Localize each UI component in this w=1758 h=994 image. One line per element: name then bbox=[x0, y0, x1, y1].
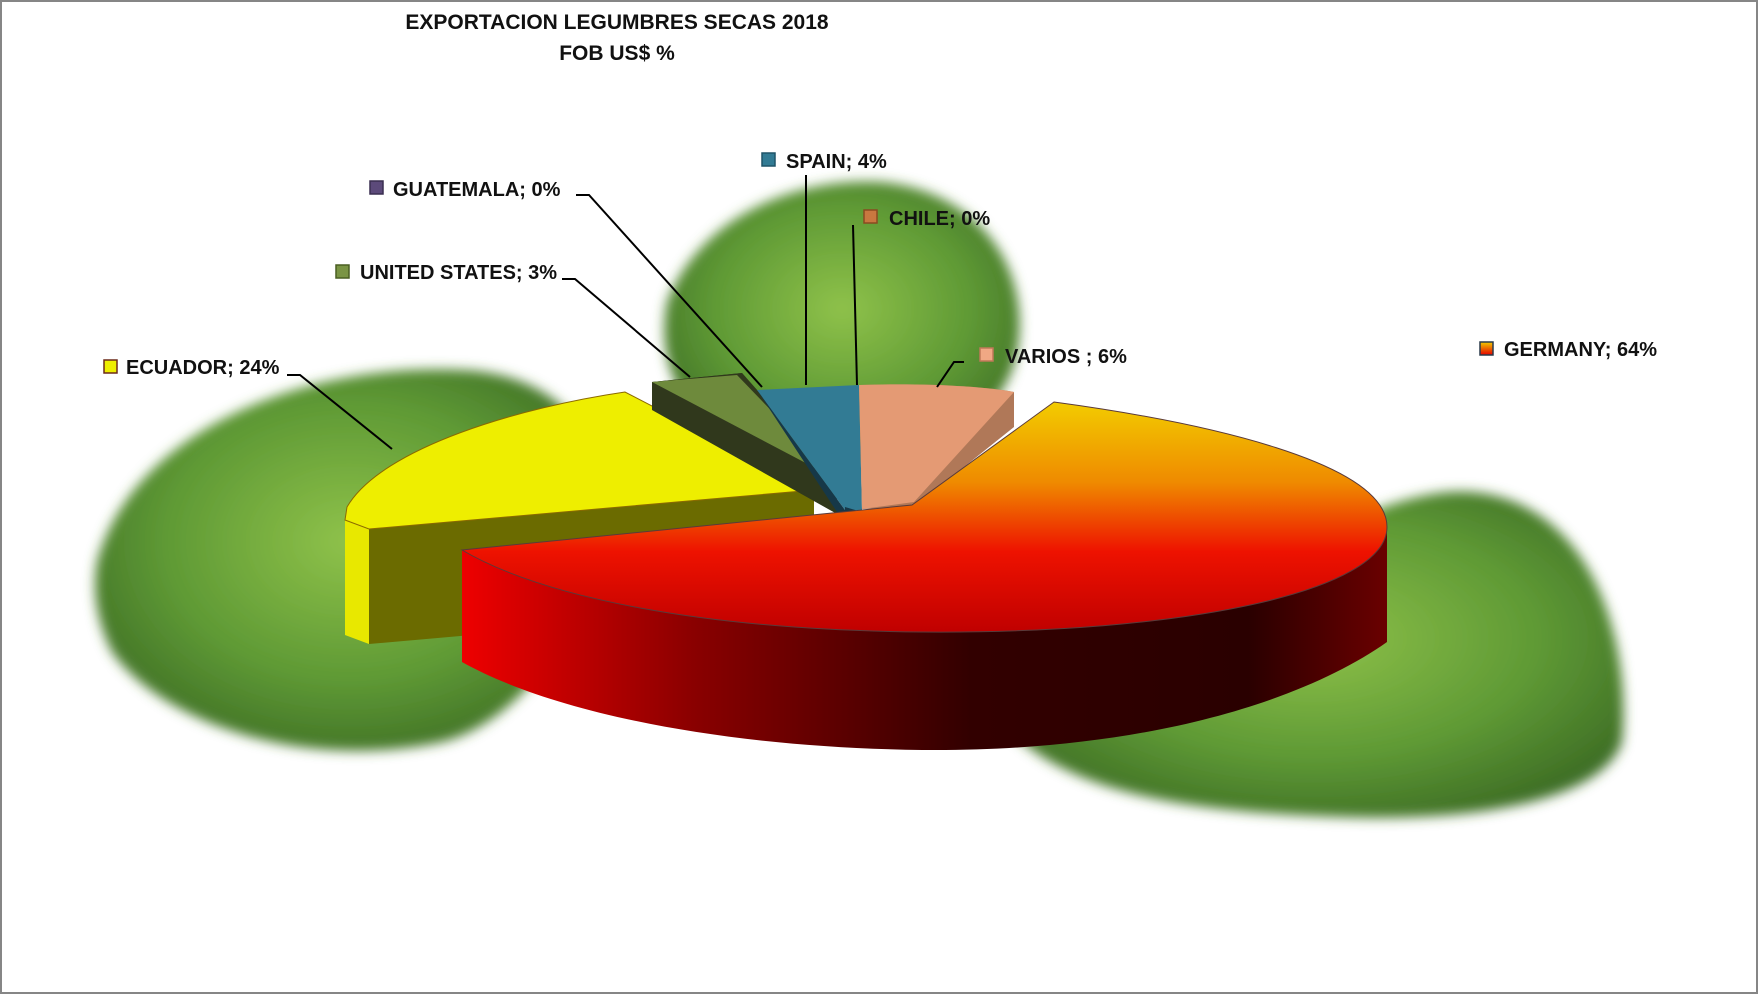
legend-key-icon bbox=[369, 180, 384, 195]
data-label-germany: GERMANY; 64% bbox=[1479, 339, 1657, 361]
svg-text:UNITED STATES; 3%: UNITED STATES; 3% bbox=[360, 262, 557, 284]
leader-ecuador bbox=[287, 374, 393, 450]
slice-united-states[interactable] bbox=[652, 373, 838, 514]
legend-key-icon bbox=[761, 152, 776, 167]
leader-guatemala bbox=[576, 194, 763, 388]
data-label-united-states: UNITED STATES; 3% bbox=[335, 262, 557, 284]
legend-key-icon bbox=[335, 264, 350, 279]
svg-text:GUATEMALA; 0%: GUATEMALA; 0% bbox=[393, 179, 561, 201]
data-label-chile: CHILE; 0% bbox=[863, 208, 990, 230]
leader-varios bbox=[936, 361, 964, 388]
slice-spain[interactable] bbox=[757, 385, 862, 512]
leader-chile bbox=[852, 224, 858, 386]
legend-key-icon bbox=[103, 359, 118, 374]
svg-text:CHILE; 0%: CHILE; 0% bbox=[889, 208, 990, 230]
svg-text:ECUADOR; 24%: ECUADOR; 24% bbox=[126, 357, 280, 379]
legend-key-icon bbox=[1479, 341, 1494, 356]
svg-text:SPAIN; 4%: SPAIN; 4% bbox=[786, 151, 887, 173]
slice-germany[interactable] bbox=[460, 401, 1388, 751]
chart-title: EXPORTACION LEGUMBRES SECAS 2018 bbox=[405, 11, 829, 34]
data-label-guatemala: GUATEMALA; 0% bbox=[369, 179, 561, 201]
svg-text:VARIOS ; 6%: VARIOS ; 6% bbox=[1005, 346, 1127, 368]
slice-varios[interactable] bbox=[859, 384, 1014, 509]
data-label-spain: SPAIN; 4% bbox=[761, 151, 887, 173]
chart-subtitle: FOB US$ % bbox=[559, 42, 675, 65]
leader-lines bbox=[287, 175, 964, 450]
legend-key-icon bbox=[979, 347, 994, 362]
legend-key-icon bbox=[863, 209, 878, 224]
data-label-ecuador: ECUADOR; 24% bbox=[103, 357, 280, 379]
leader-united-states bbox=[562, 278, 691, 378]
svg-text:GERMANY; 64%: GERMANY; 64% bbox=[1504, 339, 1657, 361]
data-label-varios: VARIOS ; 6% bbox=[979, 346, 1127, 368]
